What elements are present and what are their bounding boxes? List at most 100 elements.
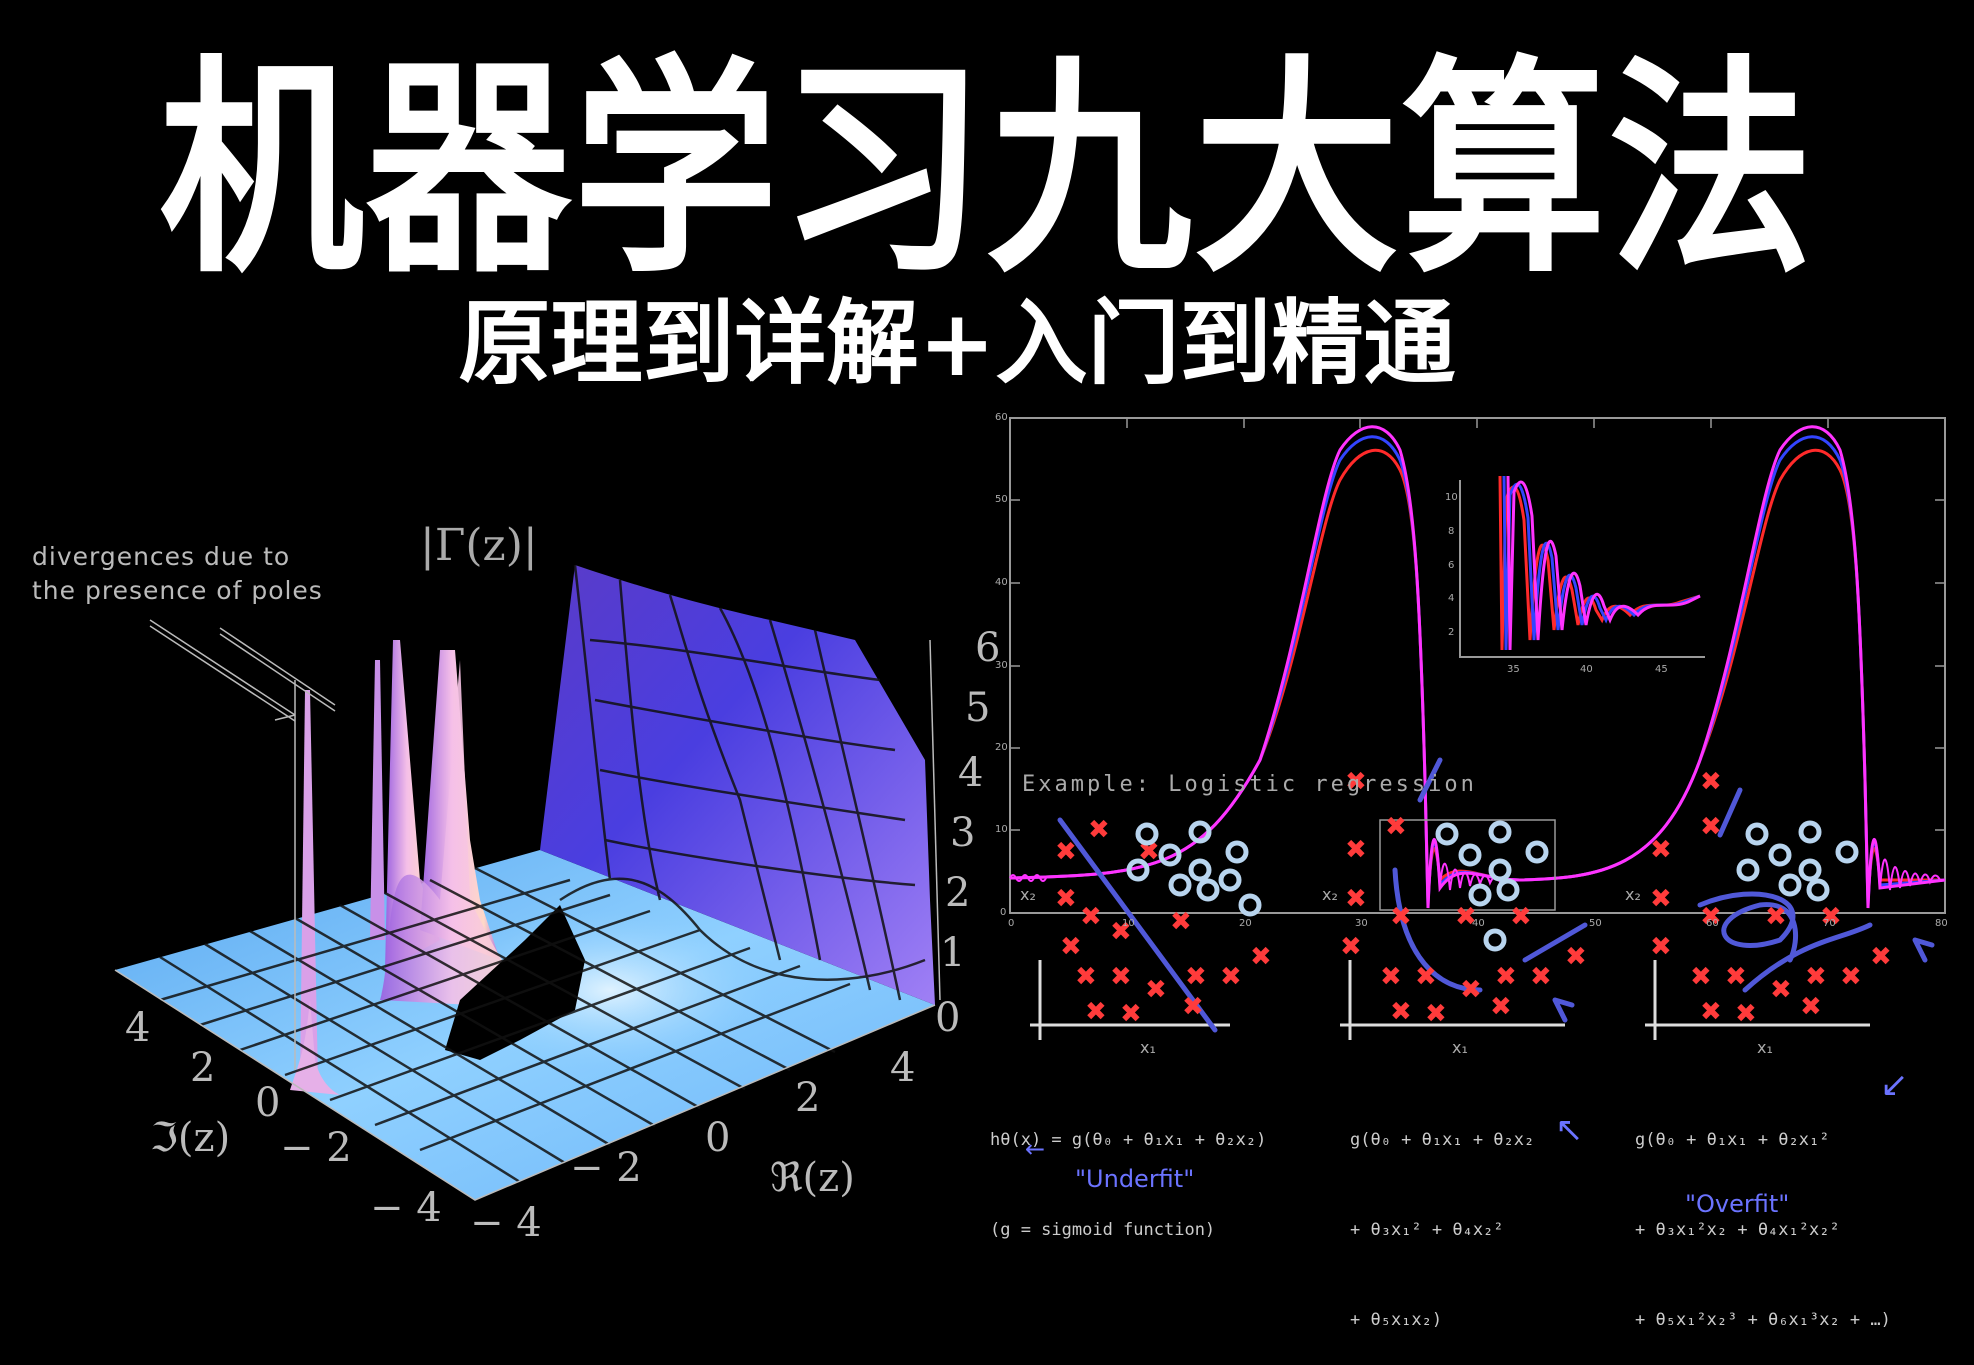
- svg-text:✖: ✖: [1650, 835, 1672, 865]
- arrow-down-left-icon: ↙: [1880, 1065, 1909, 1105]
- z-tick: 1: [940, 930, 966, 976]
- z-tick: 3: [950, 810, 976, 856]
- surface-grid: [159, 564, 926, 1184]
- svg-text:✖: ✖: [1455, 902, 1477, 932]
- svg-text:✖: ✖: [1055, 837, 1077, 867]
- svg-text:✖: ✖: [1735, 999, 1757, 1029]
- arrow-up-left-icon: ↖: [1555, 1110, 1584, 1150]
- y-tick: 60: [995, 412, 1008, 423]
- svg-text:✖: ✖: [1840, 962, 1862, 992]
- svg-text:✖: ✖: [1170, 907, 1192, 937]
- gamma-function-label: |Γ(z)|: [420, 520, 538, 571]
- svg-text:✖: ✖: [1182, 992, 1204, 1022]
- im-tick: 0: [255, 1080, 281, 1126]
- svg-text:✖: ✖: [1565, 942, 1587, 972]
- svg-text:✖: ✖: [1415, 962, 1437, 992]
- overfit-label: "Overfit": [1685, 1190, 1790, 1218]
- im-axis-label: ℑ(z): [150, 1115, 231, 1161]
- svg-text:✖: ✖: [1725, 962, 1747, 992]
- x-tick: 0: [1008, 918, 1015, 929]
- page-title: 机器学习九大算法: [159, 35, 1815, 305]
- im-tick: 2: [190, 1045, 216, 1091]
- x-tick: 80: [1935, 918, 1948, 929]
- svg-text:✖: ✖: [1700, 902, 1722, 932]
- y-tick: 0: [1000, 907, 1007, 918]
- svg-text:✖: ✖: [1055, 884, 1077, 914]
- svg-text:✖: ✖: [1425, 999, 1447, 1029]
- equation-line: + θ₅x₁²x₂³ + θ₆x₁³x₂ + …): [1635, 1310, 1891, 1330]
- z-tick: 6: [975, 625, 1001, 671]
- gamma-surface-plot: ✖✖✖ ✖ ✖ ✖ ✖✖ ✖ ✖ ✖ ✖ ✖✖ ✖ ✖✖ ✖✖✖ ✖ ✖ ✖ ✖✖ ✖ ✖ ✖ ✖ ✖…: [114, 417, 1946, 1201]
- svg-text:✖: ✖: [1385, 812, 1407, 842]
- x-tick: 40: [1472, 918, 1485, 929]
- y-tick: 20: [995, 742, 1008, 753]
- x-tick: 30: [1355, 918, 1368, 929]
- svg-text:✖: ✖: [1765, 902, 1787, 932]
- svg-text:✖: ✖: [1490, 992, 1512, 1022]
- svg-text:✖: ✖: [1820, 902, 1842, 932]
- svg-text:✖: ✖: [1345, 835, 1367, 865]
- svg-text:✖: ✖: [1080, 902, 1102, 932]
- equation-line: + θ₃x₁² + θ₄x₂²: [1350, 1220, 1504, 1240]
- z-tick: 0: [935, 995, 961, 1041]
- inset-x-tick: 40: [1580, 664, 1593, 675]
- svg-text:✖: ✖: [1220, 962, 1242, 992]
- x1-label: x₁: [1140, 1038, 1156, 1057]
- im-tick: 4: [125, 1005, 151, 1051]
- inset-y-tick: 2: [1448, 627, 1455, 638]
- z-tick: 5: [965, 685, 991, 731]
- svg-text:✖: ✖: [1495, 962, 1517, 992]
- svg-text:✖: ✖: [1690, 962, 1712, 992]
- y-tick: 40: [995, 577, 1008, 588]
- svg-text:✖: ✖: [1650, 932, 1672, 962]
- equation-justright: g(θ₀ + θ₁x₁ + θ₂x₂ + θ₃x₁² + θ₄x₂² + θ₅x…: [1350, 1065, 1534, 1365]
- positive-samples: ✖✖✖ ✖ ✖ ✖ ✖✖ ✖ ✖ ✖ ✖ ✖✖ ✖ ✖✖ ✖✖✖ ✖ ✖ ✖ ✖✖ ✖ ✖ ✖ ✖ ✖…: [1055, 767, 1892, 1029]
- x-tick: 60: [1706, 918, 1719, 929]
- svg-text:✖: ✖: [1870, 942, 1892, 972]
- y-tick: 30: [995, 660, 1008, 671]
- inset-x-tick: 45: [1655, 664, 1668, 675]
- re-tick: − 4: [470, 1200, 542, 1246]
- x1-label: x₁: [1452, 1038, 1468, 1057]
- underfit-label: "Underfit": [1075, 1165, 1195, 1193]
- x-tick: 20: [1239, 918, 1252, 929]
- logistic-panels: ✖✖✖ ✖ ✖ ✖ ✖✖ ✖ ✖ ✖ ✖ ✖✖ ✖ ✖✖ ✖✖✖ ✖ ✖ ✖ ✖✖ ✖ ✖ ✖ ✖ ✖…: [1030, 757, 1935, 1040]
- annotation-line-1: divergences due to: [32, 542, 291, 571]
- x-tick: 50: [1589, 918, 1602, 929]
- inset-y-tick: 8: [1448, 526, 1455, 537]
- svg-text:✖: ✖: [1345, 884, 1367, 914]
- equation-line: g(θ₀ + θ₁x₁ + θ₂x₂: [1350, 1130, 1535, 1150]
- svg-text:✖: ✖: [1700, 812, 1722, 842]
- inset-x-tick: 35: [1507, 664, 1520, 675]
- oscillation-chart: [1009, 417, 1946, 914]
- inset-y-tick: 10: [1445, 492, 1458, 503]
- inset-chart: [1459, 475, 1705, 658]
- svg-text:✖: ✖: [1380, 962, 1402, 992]
- y-tick: 10: [995, 824, 1008, 835]
- x1-label: x₁: [1757, 1038, 1773, 1057]
- svg-text:✖: ✖: [1770, 975, 1792, 1005]
- svg-text:✖: ✖: [1460, 975, 1482, 1005]
- x2-label: x₂: [1625, 885, 1641, 904]
- im-tick: − 4: [370, 1185, 442, 1231]
- svg-text:✖: ✖: [1145, 975, 1167, 1005]
- arrow-left-icon: ←: [1025, 1135, 1046, 1163]
- equation-line: (g = sigmoid function): [990, 1220, 1216, 1240]
- re-tick: 2: [795, 1075, 821, 1121]
- page-subtitle: 原理到详解+入门到精通: [0, 288, 1974, 398]
- logistic-regression-title: Example: Logistic regression: [1022, 772, 1477, 797]
- x-tick: 70: [1823, 918, 1836, 929]
- svg-text:✖: ✖: [1530, 962, 1552, 992]
- re-axis-label: ℜ(z): [770, 1155, 855, 1201]
- inset-y-tick: 6: [1448, 560, 1455, 571]
- re-tick: − 2: [570, 1145, 642, 1191]
- y-tick: 50: [995, 494, 1008, 505]
- svg-text:✖: ✖: [1075, 962, 1097, 992]
- svg-text:✖: ✖: [1805, 962, 1827, 992]
- svg-text:✖: ✖: [1390, 997, 1412, 1027]
- equation-line: + θ₃x₁²x₂ + θ₄x₁²x₂²: [1635, 1220, 1840, 1240]
- re-tick: 4: [890, 1045, 916, 1091]
- svg-text:✖: ✖: [1185, 962, 1207, 992]
- subtitle-text: 原理到详解+入门到精通: [458, 289, 1456, 397]
- im-tick: − 2: [280, 1125, 352, 1171]
